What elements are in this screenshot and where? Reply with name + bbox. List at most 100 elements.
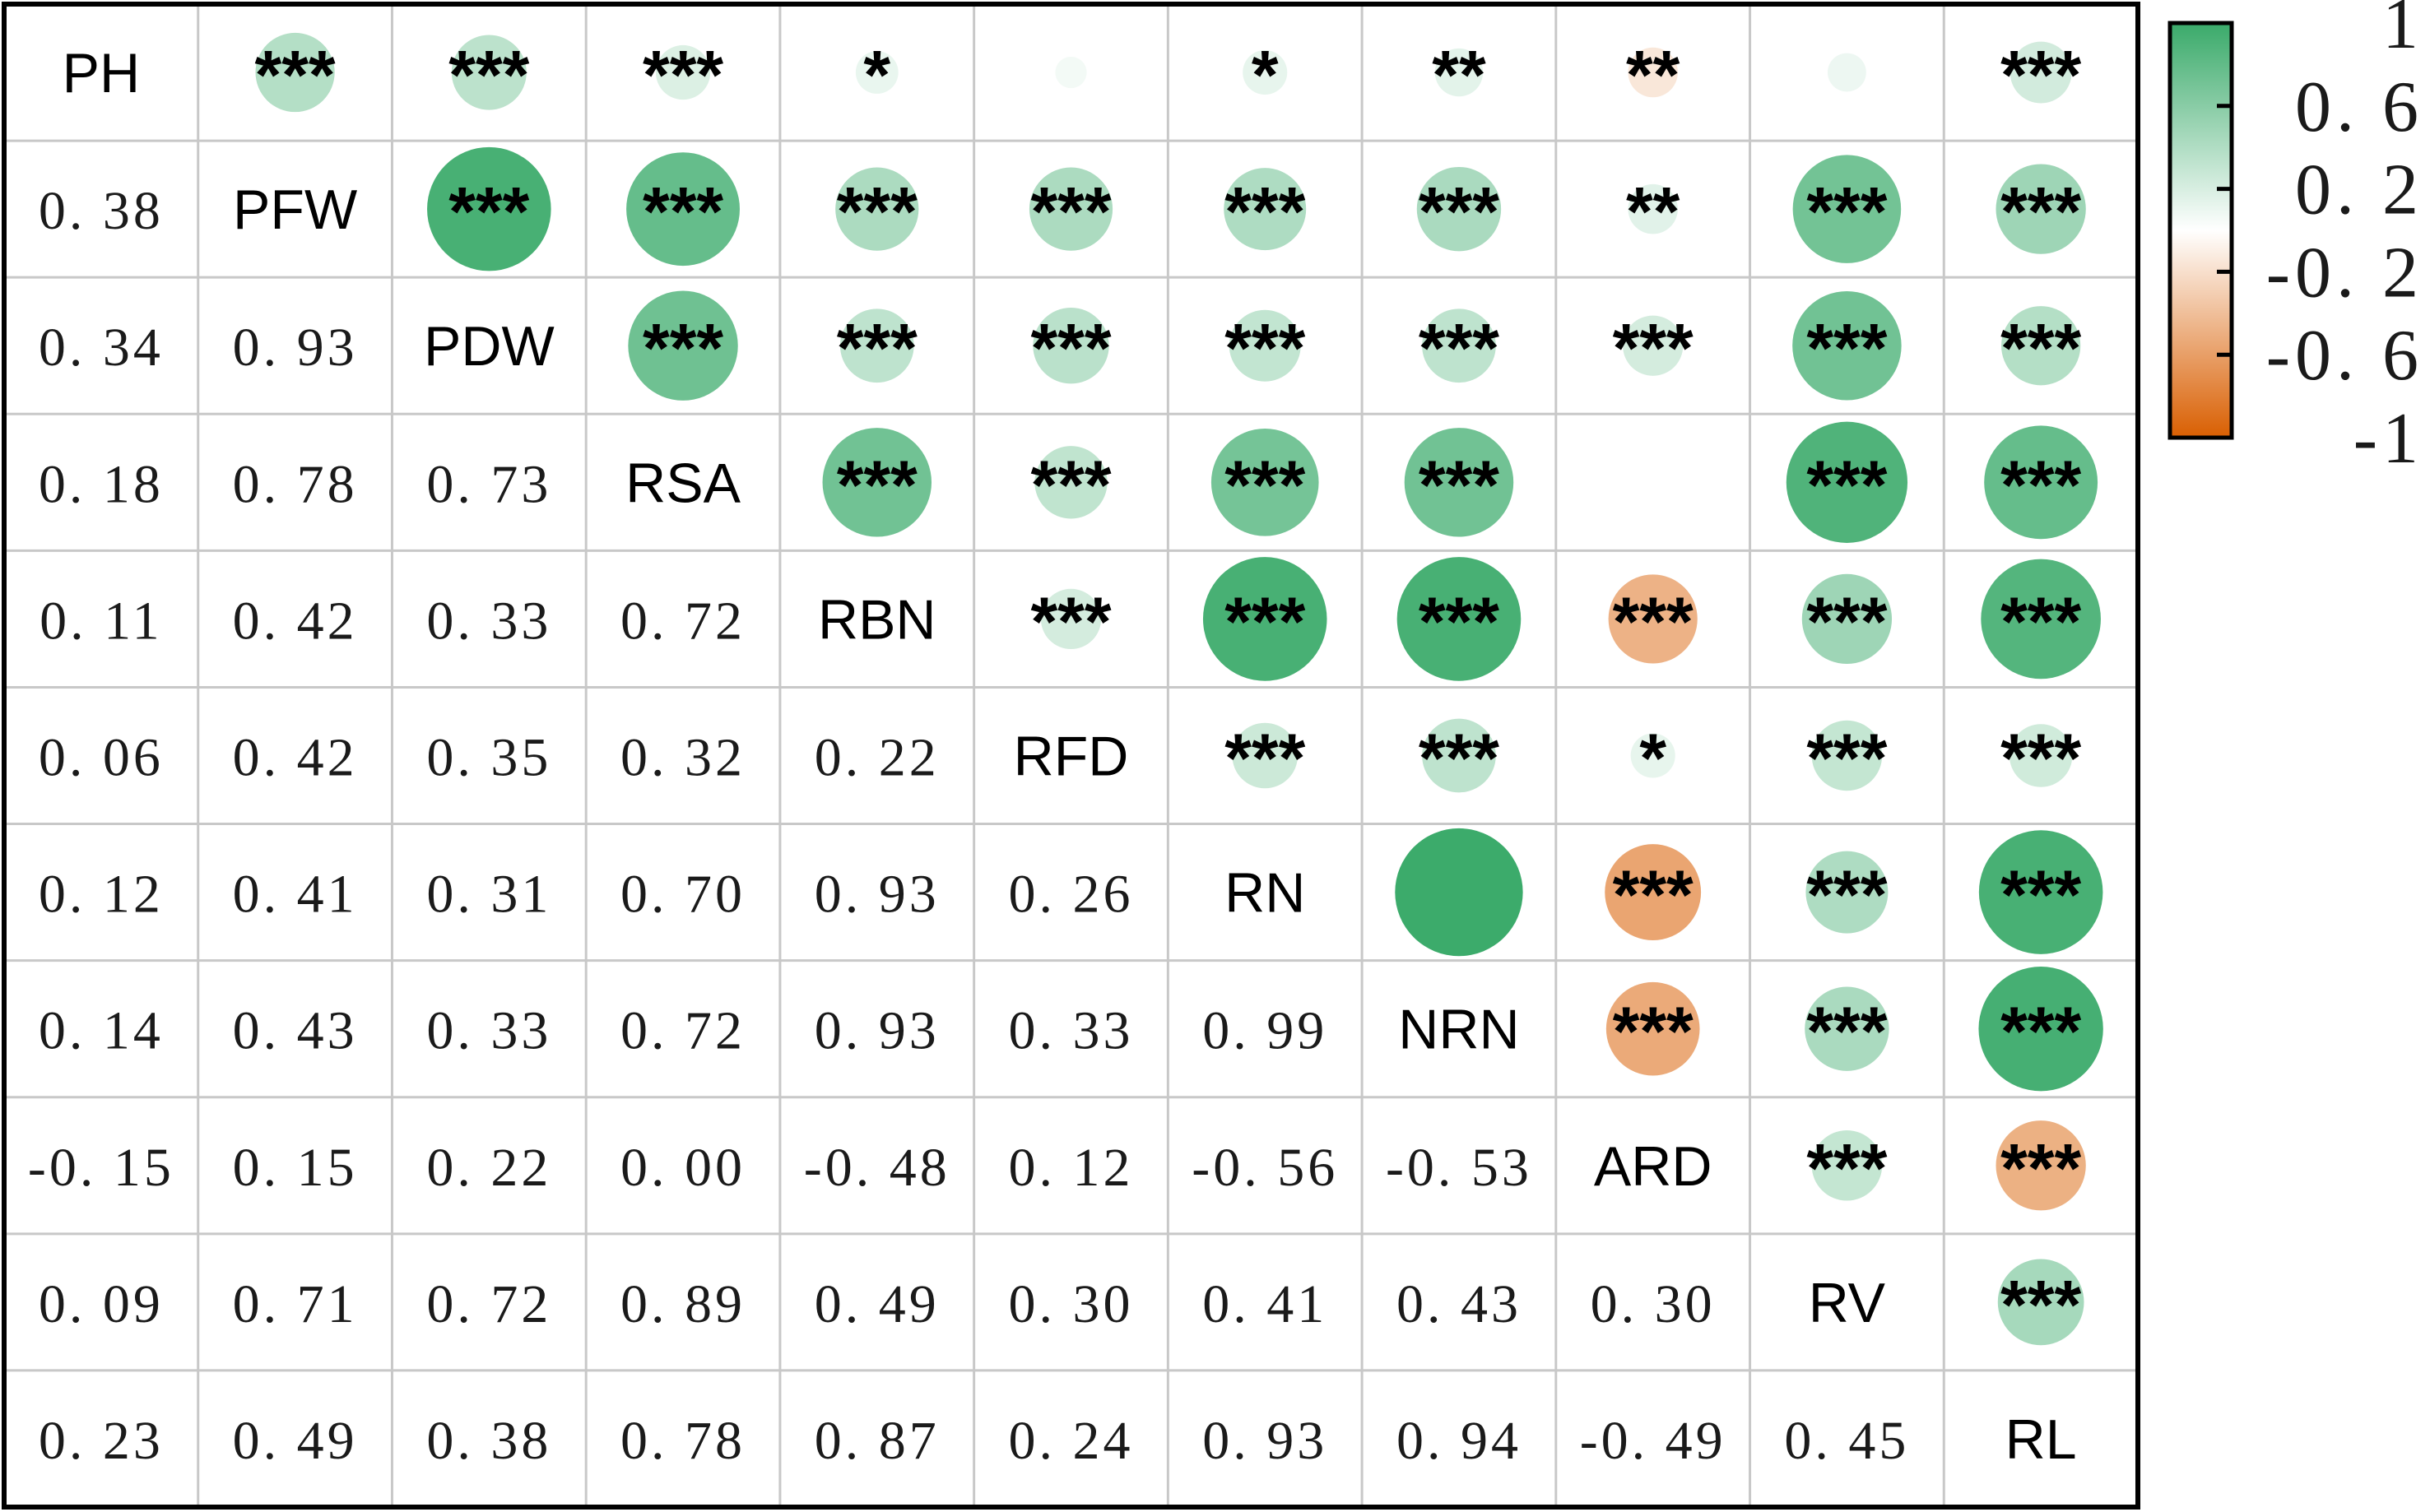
significance-label: *** bbox=[1030, 309, 1111, 387]
coefficient-label: -0. 49 bbox=[1580, 1411, 1726, 1471]
matrix-border bbox=[2, 2, 2140, 1510]
correlation-circle bbox=[626, 152, 740, 267]
correlation-circle bbox=[1628, 47, 1678, 98]
coefficient-label: 0. 24 bbox=[1009, 1411, 1134, 1471]
coefficient-label: 0. 38 bbox=[39, 181, 164, 241]
coefficient-label: 0. 93 bbox=[1202, 1411, 1327, 1471]
coefficient-label: 0. 33 bbox=[1009, 1001, 1134, 1061]
coefficient-label: 0. 89 bbox=[620, 1274, 746, 1334]
significance-label: ** bbox=[1626, 36, 1680, 114]
correlation-circle bbox=[1996, 164, 2086, 254]
significance-label: *** bbox=[2000, 1129, 2081, 1207]
correlation-circle bbox=[1224, 168, 1307, 251]
correlation-circle bbox=[1422, 718, 1496, 793]
significance-label: *** bbox=[1613, 582, 1694, 660]
coefficient-label: 0. 41 bbox=[233, 865, 358, 925]
correlation-circle bbox=[1811, 720, 1883, 791]
coefficient-label: -0. 56 bbox=[1192, 1138, 1338, 1198]
significance-label: *** bbox=[1419, 173, 1499, 250]
coefficient-label: 0. 93 bbox=[815, 865, 940, 925]
correlation-circle bbox=[1981, 559, 2101, 679]
correlation-circle bbox=[1416, 166, 1502, 252]
significance-label: *** bbox=[643, 173, 723, 250]
correlation-circle bbox=[1647, 477, 1658, 488]
significance-label: *** bbox=[2000, 582, 2081, 660]
correlation-circle bbox=[835, 167, 919, 251]
variable-label-rn: RN bbox=[1224, 862, 1305, 925]
variable-label-rv: RV bbox=[1809, 1272, 1886, 1334]
coefficient-label: 0. 14 bbox=[39, 1001, 164, 1061]
matrix-labels: PH *** *** *** * * ** ** ***0. 38 PFW *** *** *** ***… bbox=[28, 36, 2082, 1471]
significance-label: ** bbox=[1432, 36, 1486, 114]
significance-label: *** bbox=[448, 36, 529, 114]
coefficient-label: 0. 38 bbox=[426, 1411, 551, 1471]
correlation-circle bbox=[1055, 56, 1087, 89]
legend-tick-label: 0. 2 bbox=[2295, 151, 2423, 230]
significance-label: *** bbox=[1030, 446, 1111, 523]
correlation-circle bbox=[822, 428, 932, 537]
correlation-circle bbox=[2009, 724, 2073, 787]
variable-label-rl: RL bbox=[2005, 1408, 2077, 1471]
significance-label: * bbox=[1252, 36, 1279, 114]
coefficient-label: 0. 33 bbox=[426, 1001, 551, 1061]
legend-tick-label: -0. 6 bbox=[2266, 316, 2423, 396]
significance-label: *** bbox=[1419, 446, 1499, 523]
coefficient-label: 0. 35 bbox=[426, 728, 551, 788]
significance-label: *** bbox=[1224, 582, 1305, 660]
variable-label-ard: ARD bbox=[1594, 1135, 1712, 1198]
matrix-grid bbox=[2, 2, 2140, 1510]
significance-label: ** bbox=[1626, 173, 1680, 250]
coefficient-label: 0. 78 bbox=[620, 1411, 746, 1471]
coefficient-label: 0. 42 bbox=[233, 591, 358, 651]
coefficient-label: 0. 31 bbox=[426, 865, 551, 925]
coefficient-label: -0. 48 bbox=[804, 1138, 950, 1198]
variable-label-rbn: RBN bbox=[818, 588, 936, 651]
significance-label: *** bbox=[1030, 173, 1111, 250]
significance-label: *** bbox=[1224, 720, 1305, 797]
correlation-circle bbox=[628, 290, 738, 401]
correlation-circle bbox=[427, 146, 551, 271]
correlation-circle bbox=[1029, 167, 1113, 251]
significance-label: *** bbox=[1030, 582, 1111, 660]
correlation-circle bbox=[1243, 50, 1288, 95]
correlation-circle bbox=[1805, 986, 1889, 1071]
coefficient-label: 0. 78 bbox=[233, 454, 358, 514]
coefficient-label: 0. 06 bbox=[39, 728, 164, 788]
coefficient-label: 0. 93 bbox=[815, 1001, 940, 1061]
correlation-circle bbox=[1422, 308, 1496, 383]
correlation-circle bbox=[855, 51, 899, 94]
coefficient-label: 0. 94 bbox=[1396, 1411, 1522, 1471]
coefficient-label: -0. 15 bbox=[28, 1138, 174, 1198]
significance-label: *** bbox=[2000, 856, 2081, 934]
coefficient-label: 0. 43 bbox=[233, 1001, 358, 1061]
coefficient-label: 0. 87 bbox=[815, 1411, 940, 1471]
correlation-circle bbox=[1623, 315, 1684, 376]
variable-label-ph: PH bbox=[63, 42, 140, 104]
correlation-circle bbox=[1202, 557, 1327, 681]
coefficient-label: 0. 15 bbox=[233, 1138, 358, 1198]
legend-tick-label: -1 bbox=[2353, 399, 2423, 479]
significance-label: *** bbox=[837, 173, 918, 250]
significance-label: *** bbox=[1613, 309, 1694, 387]
significance-label: *** bbox=[1613, 993, 1694, 1070]
coefficient-label: 0. 30 bbox=[1591, 1274, 1716, 1334]
significance-label: *** bbox=[448, 173, 529, 250]
coefficient-label: 0. 33 bbox=[426, 591, 551, 651]
correlation-circle bbox=[1434, 48, 1484, 97]
significance-label: *** bbox=[2000, 173, 2081, 250]
coefficient-label: 0. 09 bbox=[39, 1274, 164, 1334]
correlation-circle bbox=[1605, 981, 1700, 1076]
coefficient-label: 0. 49 bbox=[233, 1411, 358, 1471]
correlation-circle bbox=[1395, 828, 1523, 957]
coefficient-label: 0. 49 bbox=[815, 1274, 940, 1334]
significance-label: *** bbox=[1806, 720, 1887, 797]
coefficient-label: 0. 00 bbox=[620, 1138, 746, 1198]
variable-label-pfw: PFW bbox=[233, 179, 357, 241]
significance-label: *** bbox=[643, 36, 723, 114]
significance-label: *** bbox=[2000, 1266, 2081, 1343]
correlation-circle bbox=[1996, 1120, 2086, 1211]
significance-label: *** bbox=[1613, 856, 1694, 934]
correlation-circle bbox=[1628, 183, 1678, 234]
coefficient-label: 0. 30 bbox=[1009, 1274, 1134, 1334]
